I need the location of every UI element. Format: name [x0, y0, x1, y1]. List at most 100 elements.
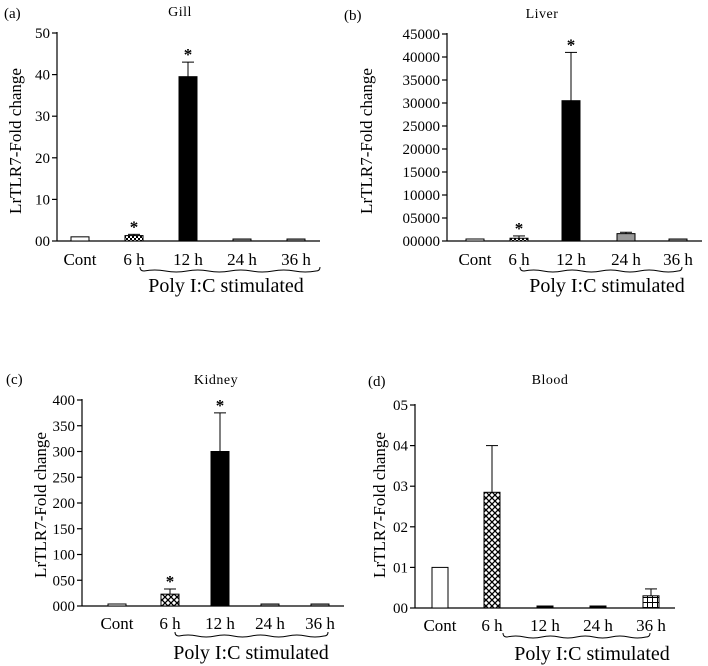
y-tick-label: 400	[53, 393, 76, 409]
y-tick-label: 250	[53, 470, 76, 486]
x-tick-label: 12 h	[173, 250, 203, 269]
bar	[465, 238, 485, 242]
x-tick-label: 6 h	[123, 250, 145, 269]
y-ticks: 000 050 100 150 200 250 300 350 400	[53, 393, 82, 615]
significance-star: *	[216, 396, 225, 415]
group-brace-line	[519, 266, 683, 273]
bar	[668, 238, 688, 242]
panel-label: (c)	[6, 372, 23, 388]
y-ticks: 00 01 02 03 04 05	[393, 398, 415, 617]
y-tick-label: 100	[53, 548, 76, 564]
bar	[160, 593, 180, 607]
y-tick-label: 150	[53, 522, 76, 538]
bar	[483, 491, 501, 609]
y-ticks: 00 10 20 30 40 50	[35, 26, 57, 250]
bar	[286, 238, 306, 242]
chart-title: Liver	[526, 7, 559, 22]
bar	[124, 235, 144, 242]
x-tick-label: Cont	[458, 250, 491, 269]
bars: **	[465, 35, 688, 242]
y-tick-label: 200	[53, 496, 76, 512]
bars: **	[107, 396, 330, 607]
axes	[414, 404, 675, 609]
y-tick-label: 20000	[403, 142, 441, 158]
y-tick-label: 00000	[403, 234, 441, 250]
bar	[642, 595, 660, 609]
y-tick-label: 000	[53, 599, 76, 615]
x-tick-labels: Cont 6 h 12 h 24 h 36 h	[458, 250, 693, 269]
y-tick-label: 30000	[403, 96, 441, 112]
x-tick-label: 36 h	[663, 250, 693, 269]
chart-title: Kidney	[194, 373, 238, 388]
y-axis-label: LrTLR7-Fold change	[31, 432, 50, 578]
y-tick-label: 45000	[403, 27, 441, 43]
x-tick-labels: Cont 6 h 12 h 24 h 36 h	[63, 250, 311, 269]
significance-star: *	[130, 217, 139, 236]
x-tick-label: 36 h	[636, 616, 666, 635]
y-tick-label: 300	[53, 445, 76, 461]
y-tick-label: 03	[393, 479, 408, 495]
bar	[616, 233, 636, 242]
panel-gill: (a) Gill LrTLR7-Fold change Poly I:C sti…	[4, 5, 321, 297]
group-brace-line	[139, 266, 321, 273]
chart-title: Gill	[168, 5, 192, 20]
bar	[310, 603, 330, 607]
x-tick-label: 24 h	[255, 614, 285, 633]
y-tick-label: 01	[393, 560, 408, 576]
y-tick-label: 05000	[403, 211, 441, 227]
y-tick-label: 02	[393, 520, 408, 536]
x-tick-label: 24 h	[611, 250, 641, 269]
x-tick-labels: Cont 6 h 12 h 24 h 36 h	[423, 616, 666, 635]
y-axis-label: LrTLR7-Fold change	[370, 432, 389, 578]
x-tick-label: 6 h	[481, 616, 503, 635]
bar	[561, 100, 581, 242]
y-ticks: 00000 05000 10000 15000 20000 25000 30000 35000…	[403, 27, 447, 250]
bars	[431, 445, 660, 609]
panel-blood: (d) Blood LrTLR7-Fold change Poly I:C st…	[368, 373, 675, 665]
significance-star: *	[515, 219, 524, 238]
x-tick-label: Cont	[63, 250, 96, 269]
group-brace-line	[174, 631, 329, 638]
y-tick-label: 25000	[403, 119, 441, 135]
bar	[431, 566, 449, 609]
x-tick-label: 6 h	[508, 250, 530, 269]
y-tick-label: 35000	[403, 73, 441, 89]
group-brace	[519, 266, 683, 273]
panel-label: (a)	[4, 6, 21, 22]
x-tick-label: 12 h	[205, 614, 235, 633]
significance-star: *	[184, 45, 193, 64]
y-tick-label: 20	[35, 151, 50, 167]
panel-label: (b)	[344, 8, 362, 24]
x-group-label: Poly I:C stimulated	[529, 275, 685, 297]
group-brace	[502, 632, 651, 639]
bar	[178, 76, 198, 242]
y-tick-label: 15000	[403, 165, 441, 181]
group-brace-line	[502, 632, 651, 639]
bar	[232, 238, 252, 242]
y-tick-label: 05	[393, 398, 408, 414]
significance-star: *	[166, 572, 175, 591]
y-tick-label: 10	[35, 192, 50, 208]
chart-title: Blood	[532, 373, 569, 388]
x-tick-label: Cont	[100, 614, 133, 633]
group-brace	[139, 266, 321, 273]
panel-kidney: (c) Kidney LrTLR7-Fold change Poly I:C s…	[6, 372, 344, 664]
x-group-label: Poly I:C stimulated	[148, 275, 304, 297]
x-tick-label: Cont	[423, 616, 456, 635]
x-tick-label: 6 h	[159, 614, 181, 633]
x-group-label: Poly I:C stimulated	[514, 643, 670, 665]
y-tick-label: 00	[393, 601, 408, 617]
x-tick-label: 12 h	[530, 616, 560, 635]
significance-star: *	[567, 35, 576, 54]
y-tick-label: 050	[53, 573, 76, 589]
y-tick-label: 00	[35, 234, 50, 250]
bar	[536, 605, 554, 609]
y-axis-label: LrTLR7-Fold change	[6, 68, 25, 214]
y-tick-label: 350	[53, 419, 76, 435]
y-axis-label: LrTLR7-Fold change	[357, 68, 376, 214]
x-tick-label: 36 h	[305, 614, 335, 633]
y-tick-label: 30	[35, 109, 50, 125]
bar	[589, 605, 607, 609]
bar	[107, 603, 127, 607]
